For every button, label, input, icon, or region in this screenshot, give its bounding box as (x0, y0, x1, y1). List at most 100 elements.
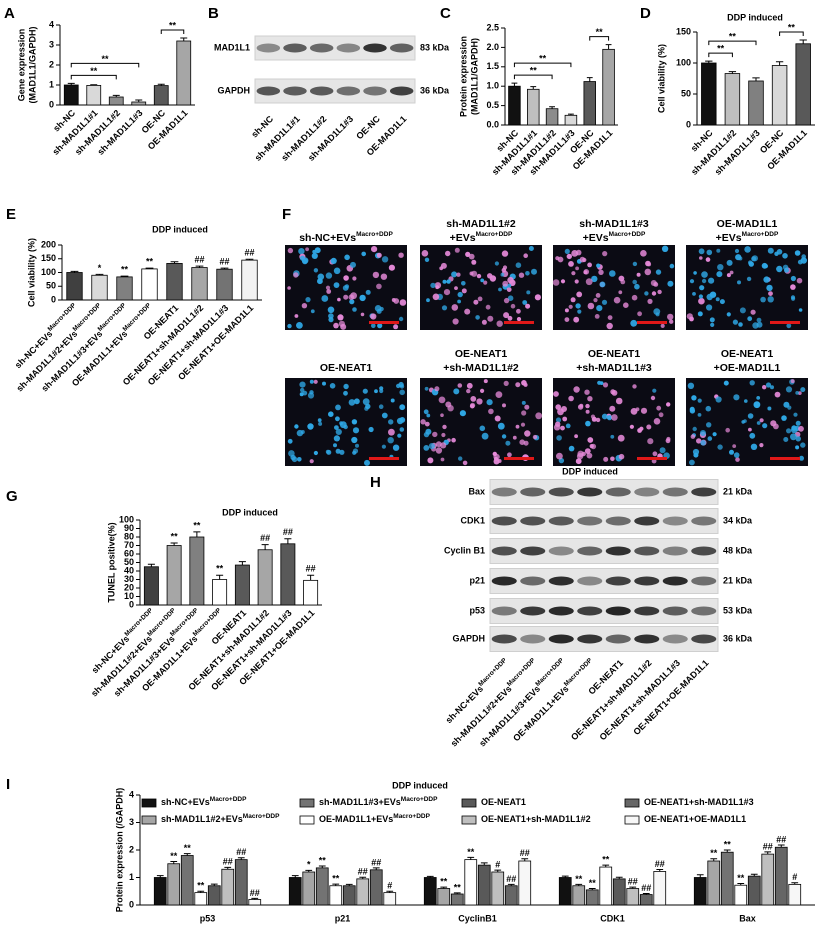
cell-nucleus (689, 459, 695, 466)
y-tick-label: 2.0 (486, 42, 499, 52)
lane-label-superscript: Macro+DDP (506, 657, 537, 688)
blot-size-label: 34 kDa (723, 515, 753, 525)
cell-nucleus (518, 272, 525, 278)
error-bar (764, 851, 772, 855)
significance-bracket (160, 29, 185, 34)
significance-label: ## (763, 841, 773, 851)
cell-nucleus (565, 423, 571, 429)
cell-nucleus (785, 386, 793, 393)
cell-nucleus (298, 248, 305, 255)
error-bar (180, 37, 188, 41)
y-tick-label: 2 (49, 59, 54, 69)
blot-band (691, 546, 717, 556)
cell-nucleus (451, 437, 456, 443)
cell-nucleus (525, 303, 531, 309)
blot-band (548, 606, 574, 616)
error-bar (210, 883, 218, 886)
y-tick-label: 40 (124, 565, 134, 575)
cell-nucleus (798, 425, 804, 432)
cell-nucleus (610, 389, 616, 395)
scale-bar (369, 457, 399, 460)
bar (572, 885, 586, 906)
cell-nucleus (749, 380, 755, 386)
blot-band (389, 86, 414, 96)
cell-nucleus (650, 395, 656, 401)
cell-nucleus (701, 271, 708, 278)
bracket-label: ** (169, 20, 177, 30)
cell-nucleus (726, 273, 731, 278)
cell-nucleus (708, 277, 715, 284)
cell-nucleus (325, 285, 331, 290)
cell-nucleus (609, 270, 616, 277)
cell-nucleus (737, 280, 741, 285)
cell-nucleus (555, 256, 560, 261)
cell-nucleus (640, 407, 648, 414)
cell-nucleus (424, 421, 430, 427)
bar (491, 871, 505, 906)
cell-nucleus (388, 264, 395, 271)
blot-row-label: Bax (468, 486, 485, 496)
cell-nucleus (365, 289, 371, 295)
cell-nucleus (388, 419, 394, 425)
significance-bracket (70, 74, 117, 80)
cell-nucleus (692, 426, 697, 432)
micrograph (553, 245, 675, 330)
significance-label: ## (506, 874, 516, 884)
cell-nucleus (534, 294, 542, 301)
legend-label-text: sh-MAD1L1#3+EVs (319, 797, 401, 807)
cell-nucleus (667, 280, 674, 287)
cell-nucleus (701, 278, 707, 284)
x-tick-label: Bax (739, 913, 756, 923)
cell-nucleus (441, 305, 448, 311)
blot-band (283, 43, 307, 53)
significance-label: ** (454, 882, 462, 892)
cell-nucleus (509, 279, 516, 286)
blot-band (577, 487, 603, 497)
cell-nucleus (598, 269, 604, 275)
cell-nucleus (770, 385, 774, 390)
cell-nucleus (651, 291, 657, 296)
y-tick-label: 150 (41, 253, 56, 263)
cell-nucleus (591, 275, 598, 283)
cell-nucleus (376, 283, 382, 290)
bar (369, 869, 383, 906)
cell-nucleus (294, 424, 299, 429)
cell-nucleus (475, 315, 480, 320)
cell-nucleus (506, 287, 512, 292)
cell-nucleus (692, 292, 696, 296)
bar (761, 853, 775, 906)
legend-label: sh-MAD1L1#3+EVsMacro+DDP (319, 796, 438, 807)
significance-label: ** (467, 847, 475, 857)
cell-nucleus (399, 404, 406, 411)
blot-strip (254, 35, 416, 61)
x-tick-label: sh-MAD1L1#2+EVsMacro+DDP (89, 607, 181, 699)
blot-band (363, 86, 387, 96)
bar (724, 73, 741, 126)
cell-nucleus (423, 445, 430, 451)
cell-nucleus (288, 450, 295, 457)
cell-nucleus (595, 417, 601, 423)
cell-nucleus (352, 276, 357, 281)
error-bar (605, 44, 612, 50)
bar (194, 892, 208, 906)
bar (189, 536, 205, 606)
legend-label-text: sh-NC+EVs (161, 797, 210, 807)
cell-nucleus (748, 427, 752, 432)
error-bar (332, 883, 340, 886)
y-tick-label: 100 (676, 57, 691, 67)
cell-nucleus (525, 271, 530, 276)
scale-bar (369, 321, 399, 324)
cell-nucleus (352, 450, 357, 455)
significance-bracket (708, 40, 757, 46)
cell-nucleus (426, 413, 431, 418)
panel-letter: A (4, 5, 15, 22)
cell-nucleus (575, 303, 581, 309)
error-bar (480, 862, 488, 866)
cell-nucleus (327, 306, 335, 314)
cell-nucleus (709, 317, 715, 323)
y-tick-label: 30 (124, 574, 134, 584)
bar (585, 889, 599, 906)
cell-nucleus (763, 264, 769, 269)
cell-nucleus (333, 322, 339, 329)
cell-nucleus (556, 435, 562, 441)
